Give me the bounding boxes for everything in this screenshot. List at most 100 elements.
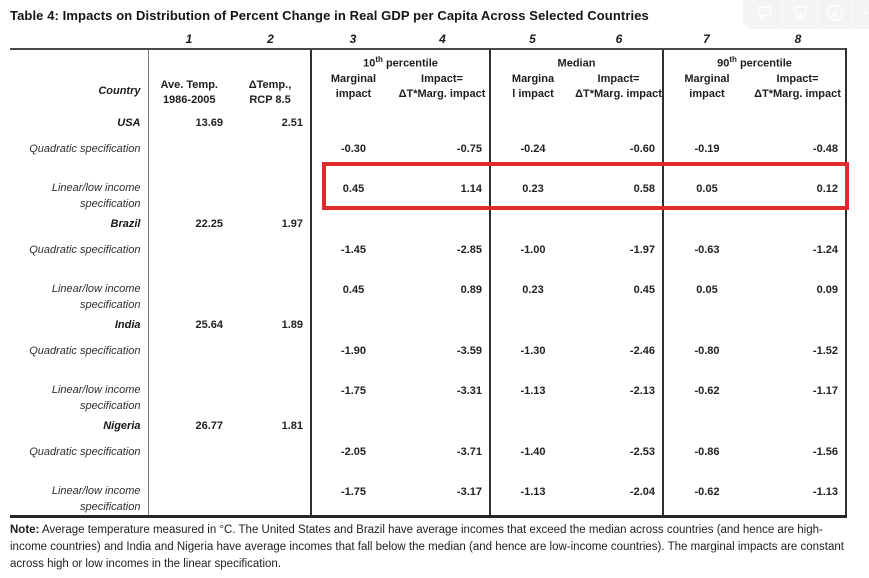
spec-label: Quadratic specification bbox=[29, 142, 141, 155]
cell-value: -1.56 bbox=[750, 440, 847, 478]
cell-value: 0.09 bbox=[750, 275, 847, 314]
cell-value: -2.46 bbox=[629, 344, 655, 357]
spec-label: Quadratic specification bbox=[29, 445, 141, 458]
cell-value: -1.45 bbox=[310, 238, 395, 276]
col-number-8: 8 bbox=[794, 32, 802, 46]
print-icon[interactable] bbox=[782, 1, 817, 25]
cell-value: -1.30 bbox=[489, 339, 575, 377]
cell-value: -1.52 bbox=[750, 339, 847, 377]
cell-value: -0.62 bbox=[662, 376, 750, 415]
more-options-icon[interactable] bbox=[852, 1, 869, 25]
col-number-7: 7 bbox=[703, 32, 710, 46]
country-header: Country bbox=[10, 48, 148, 112]
cell-value: 26.77 bbox=[147, 414, 230, 441]
country-name: Nigeria bbox=[103, 419, 141, 432]
note-text: Average temperature measured in °C. The … bbox=[10, 524, 844, 570]
cell-value: -1.13 bbox=[489, 477, 575, 518]
cell-value: -1.13 bbox=[750, 477, 847, 518]
cell-value: -0.30 bbox=[310, 137, 395, 175]
column-number-row: 1 2 3 4 5 6 7 8 bbox=[10, 32, 846, 49]
cell-value: -2.04 bbox=[575, 477, 663, 518]
table-row-nigeria: Nigeria 26.77 1.81 bbox=[10, 414, 847, 441]
table-row-india-quadratic: Quadratic specification -1.90 -3.59 -1.3… bbox=[10, 339, 847, 377]
table-row-india: India 25.64 1.89 bbox=[10, 313, 847, 340]
avg-temp-header: Ave. Temp. 1986-2005 bbox=[147, 48, 230, 112]
cell-value: 0.45 bbox=[310, 174, 395, 213]
cell-value: 2.51 bbox=[281, 116, 303, 129]
cell-value: 25.64 bbox=[147, 313, 230, 340]
cell-value: -1.75 bbox=[310, 376, 395, 415]
table-title: Table 4: Impacts on Distribution of Perc… bbox=[10, 8, 649, 23]
table-row-brazil-linear: Linear/low income specification 0.45 0.8… bbox=[10, 275, 847, 314]
cell-value: -0.60 bbox=[629, 142, 655, 155]
cell-value: -0.24 bbox=[489, 137, 575, 175]
download-icon[interactable] bbox=[817, 1, 852, 25]
cell-value: 1.14 bbox=[460, 182, 482, 195]
col-number-4: 4 bbox=[439, 32, 446, 46]
header-group-row: Country Ave. Temp. 1986-2005 ΔTemp., RCP… bbox=[10, 48, 847, 112]
cell-value: -1.24 bbox=[750, 238, 847, 276]
spec-label: Linear/low income specification bbox=[51, 282, 141, 311]
spec-label: Linear/low income specification bbox=[51, 181, 141, 210]
cell-value: -1.17 bbox=[750, 376, 847, 415]
marginal-impact-header-90th: Marginal impact bbox=[662, 70, 750, 112]
table-row-nigeria-linear: Linear/low income specification -1.75 -3… bbox=[10, 477, 847, 518]
cell-value: -0.48 bbox=[750, 137, 847, 175]
cell-value: -0.62 bbox=[662, 477, 750, 518]
cell-value: -1.97 bbox=[629, 243, 655, 256]
group-header-median: Median bbox=[489, 48, 663, 71]
cell-value: -1.75 bbox=[310, 477, 395, 518]
table-row-brazil-quadratic: Quadratic specification -1.45 -2.85 -1.0… bbox=[10, 238, 847, 276]
cell-value: 0.45 bbox=[633, 283, 655, 296]
country-name: USA bbox=[117, 116, 141, 129]
col-number-5: 5 bbox=[529, 32, 536, 46]
col-number-6: 6 bbox=[615, 32, 623, 46]
cell-value: -0.80 bbox=[662, 339, 750, 377]
table-row-nigeria-quadratic: Quadratic specification -2.05 -3.71 -1.4… bbox=[10, 440, 847, 478]
cell-value: 0.05 bbox=[662, 275, 750, 314]
cell-value: 0.23 bbox=[489, 174, 575, 213]
cell-value: -3.31 bbox=[456, 384, 482, 397]
group-header-10th-percentile: 10th percentile bbox=[310, 48, 490, 71]
cell-value: 0.58 bbox=[633, 182, 655, 195]
impact-header-10th: Impact= ΔT*Marg. impact bbox=[398, 72, 486, 100]
cell-value: 13.69 bbox=[147, 111, 230, 138]
marginal-impact-header-10th: Marginal impact bbox=[310, 70, 395, 112]
cell-value: -3.59 bbox=[456, 344, 482, 357]
col-number-1: 1 bbox=[185, 32, 193, 46]
table-row-brazil: Brazil 22.25 1.97 bbox=[10, 212, 847, 239]
cell-value: -0.75 bbox=[456, 142, 482, 155]
impact-header-90th: Impact= ΔT*Marg. impact bbox=[750, 70, 847, 112]
comment-icon[interactable] bbox=[747, 1, 782, 25]
cell-value: 1.81 bbox=[281, 419, 303, 432]
cell-value: -1.90 bbox=[310, 339, 395, 377]
header-subcolumn-row: Marginal impact Impact= ΔT*Marg. impact Ma… bbox=[10, 70, 847, 112]
col-number-3: 3 bbox=[349, 32, 357, 46]
col-number-2: 2 bbox=[267, 32, 274, 46]
note-prefix: Note: bbox=[10, 524, 40, 536]
group-header-90th-percentile: 90th percentile bbox=[662, 48, 847, 71]
cell-value: 0.23 bbox=[489, 275, 575, 314]
cell-value: -0.86 bbox=[662, 440, 750, 478]
table-row-usa-linear: Linear/low income specification 0.45 1.1… bbox=[10, 174, 847, 213]
spec-label: Linear/low income specification bbox=[10, 477, 148, 518]
delta-temp-header: ΔTemp., RCP 8.5 bbox=[230, 48, 311, 112]
table-row-usa: USA 13.69 2.51 bbox=[10, 111, 847, 138]
cell-value: -1.00 bbox=[489, 238, 575, 276]
cell-value: 1.89 bbox=[281, 318, 303, 331]
table-row-usa-quadratic: Quadratic specification -0.30 -0.75 -0.2… bbox=[10, 137, 847, 175]
impacts-table: 1 2 3 4 5 6 7 8 Country Ave. Temp. 1986-… bbox=[10, 32, 847, 518]
cell-value: 22.25 bbox=[147, 212, 230, 239]
cell-value: 1.97 bbox=[281, 217, 303, 230]
cell-value: -2.53 bbox=[629, 445, 655, 458]
table-note: Note: Average temperature measured in °C… bbox=[10, 522, 859, 573]
spec-label: Quadratic specification bbox=[29, 243, 141, 256]
cell-value: 0.45 bbox=[310, 275, 395, 314]
cell-value: -0.19 bbox=[662, 137, 750, 175]
cell-value: 0.05 bbox=[662, 174, 750, 213]
impacts-table-wrap: 1 2 3 4 5 6 7 8 Country Ave. Temp. 1986-… bbox=[10, 32, 849, 518]
impact-header-median: Impact= ΔT*Marg. impact bbox=[575, 72, 662, 100]
cell-value: -0.63 bbox=[662, 238, 750, 276]
spec-label: Quadratic specification bbox=[29, 344, 141, 357]
table-row-india-linear: Linear/low income specification -1.75 -3… bbox=[10, 376, 847, 415]
